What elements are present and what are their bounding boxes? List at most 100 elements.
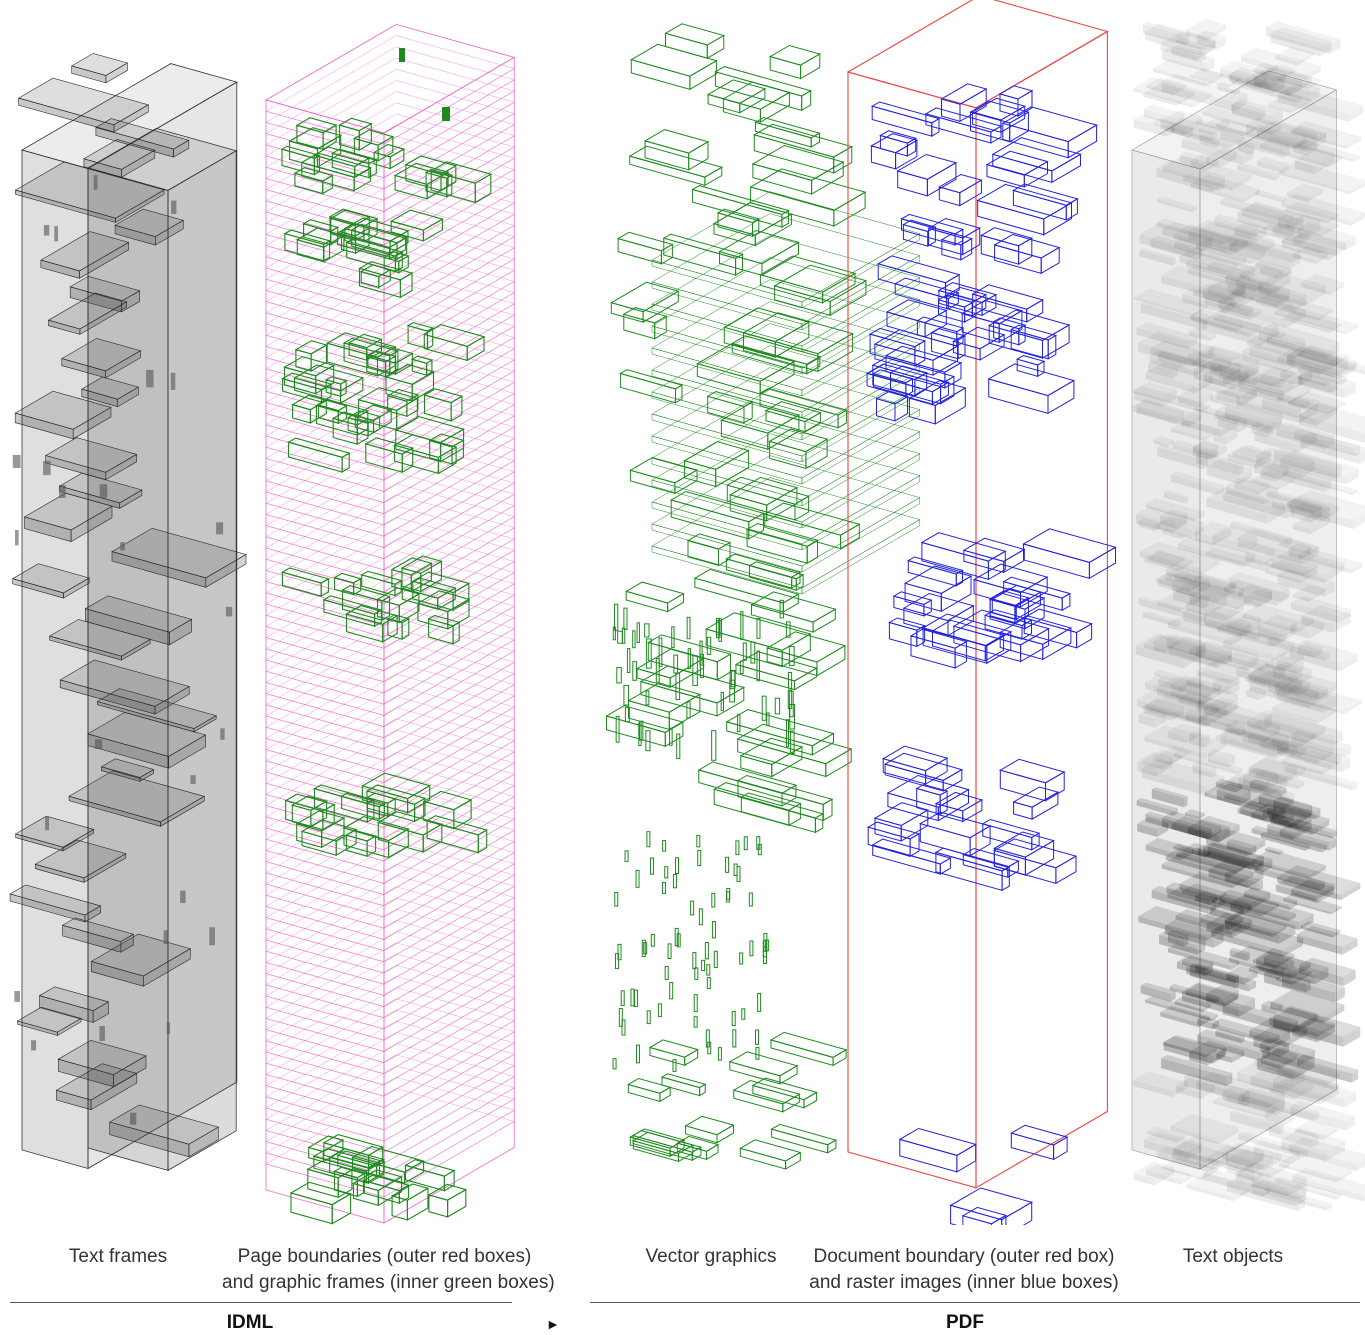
graphic-frame xyxy=(333,572,363,596)
graphic-frame-side xyxy=(399,272,413,299)
text-object-box-top xyxy=(1185,18,1227,36)
page-boundary-front xyxy=(265,603,385,638)
text-object-box-side xyxy=(1264,564,1273,572)
text-object-box-front xyxy=(1259,230,1301,245)
text-object-box-side xyxy=(1263,859,1273,872)
vector-graphic-box-side xyxy=(660,243,673,265)
text-object-box xyxy=(1261,1048,1298,1069)
vector-graphic-plate-side xyxy=(801,343,921,419)
text-object-box-front xyxy=(1287,502,1327,519)
graphic-frame xyxy=(352,129,395,162)
text-object-box xyxy=(1251,825,1327,853)
text-object-box xyxy=(1207,345,1242,362)
text-object-box-top xyxy=(1144,725,1226,754)
text-object-box-front xyxy=(1237,808,1291,829)
text-object-box-side xyxy=(1236,593,1244,601)
text-object-box-top xyxy=(1186,592,1244,614)
text-object-box xyxy=(1161,529,1186,539)
raster-image-box-side xyxy=(981,293,997,317)
text-frame-fragment xyxy=(166,1022,171,1035)
raster-image-box-side xyxy=(942,768,963,792)
text-object-box xyxy=(1195,451,1244,476)
text-object-box xyxy=(1255,292,1333,321)
text-object-box-side xyxy=(1206,776,1224,796)
raster-image-box xyxy=(885,299,948,338)
graphic-frame-side xyxy=(466,335,485,362)
text-object-box-side xyxy=(1203,319,1207,331)
text-object-box xyxy=(1182,883,1227,903)
text-object-box-front xyxy=(1261,1004,1276,1015)
text-object-box-front xyxy=(1161,531,1183,539)
text-object-box-top xyxy=(1253,948,1295,966)
page-boundary-front xyxy=(265,200,385,235)
vector-graphic-mark xyxy=(705,1029,710,1048)
text-object-box-top xyxy=(1236,657,1303,682)
page-boundary-front xyxy=(265,1107,385,1142)
text-object-box-front xyxy=(1145,372,1196,394)
page-boundary xyxy=(265,494,515,604)
text-object-box-top xyxy=(1171,816,1222,834)
text-object-box xyxy=(1230,776,1295,803)
vector-graphic-box-top xyxy=(728,476,799,506)
text-object-box-front xyxy=(1206,838,1247,857)
text-object-box-front xyxy=(1182,294,1226,314)
text-object-box-side xyxy=(1294,1083,1314,1100)
text-object-box xyxy=(1158,567,1236,603)
text-object-box-top xyxy=(1237,1059,1305,1085)
text-object-box-side xyxy=(1171,366,1179,379)
text-object-box xyxy=(1198,118,1230,136)
text-object-box-side xyxy=(1220,151,1237,168)
text-object-box-top xyxy=(1281,753,1333,771)
text-frame-box xyxy=(14,390,112,440)
text-object-box-top xyxy=(1223,490,1294,513)
text-object-box-top xyxy=(1206,828,1266,851)
vector-graphic-plate-top xyxy=(651,433,921,545)
text-object-box-front xyxy=(1226,841,1252,856)
text-object-box-side xyxy=(1205,852,1211,858)
text-object-box-front xyxy=(1245,550,1263,566)
raster-image-box xyxy=(872,369,914,397)
vector-graphic-box-side xyxy=(817,332,854,373)
text-object-box-side xyxy=(1201,1167,1219,1180)
text-object-box-front xyxy=(1224,919,1273,937)
text-object-box-front xyxy=(1237,537,1303,565)
text-object-box-front xyxy=(1220,200,1289,224)
vector-graphic-plate xyxy=(651,235,921,353)
text-frame-box xyxy=(9,884,102,923)
vector-graphic-box-front xyxy=(619,372,676,404)
vector-graphic-box xyxy=(605,705,685,748)
text-object-box xyxy=(1245,686,1267,701)
text-object-box-top xyxy=(1273,796,1313,810)
text-frame-fragment xyxy=(130,1112,137,1125)
text-object-box-top xyxy=(1193,439,1228,453)
text-object-box-front xyxy=(1174,1148,1242,1173)
text-object-box-front xyxy=(1265,662,1283,672)
text-object-box-top xyxy=(1183,606,1252,628)
page-boundary-side xyxy=(383,561,515,638)
text-object-box-front xyxy=(1173,234,1231,255)
text-object-box-front xyxy=(1200,228,1265,253)
text-object-box-top xyxy=(1145,498,1205,518)
text-object-box-front xyxy=(1218,417,1240,433)
text-object-box-front xyxy=(1294,431,1356,457)
text-object-box xyxy=(1179,151,1209,169)
text-frame-box-top xyxy=(44,437,138,473)
vector-graphic-box-side xyxy=(782,1093,800,1113)
text-object-box-front xyxy=(1177,395,1197,408)
text-object-box xyxy=(1255,1052,1340,1086)
text-object-box-side xyxy=(1279,380,1285,389)
page-boundary-top xyxy=(265,920,515,1030)
text-object-box-side xyxy=(1282,811,1286,820)
text-object-box-front xyxy=(1273,1017,1344,1047)
text-object-box-front xyxy=(1283,898,1332,915)
raster-image-box xyxy=(870,101,941,137)
text-object-box-side xyxy=(1232,287,1246,301)
graphic-frame-side xyxy=(320,383,332,403)
text-object-box-side xyxy=(1336,1193,1342,1200)
text-object-box-side xyxy=(1285,1028,1308,1047)
text-object-box-side xyxy=(1332,930,1341,938)
page-boundary-front xyxy=(265,301,385,335)
text-object-box xyxy=(1272,696,1336,724)
vector-graphic-mark xyxy=(697,849,702,867)
text-object-box xyxy=(1215,778,1243,793)
